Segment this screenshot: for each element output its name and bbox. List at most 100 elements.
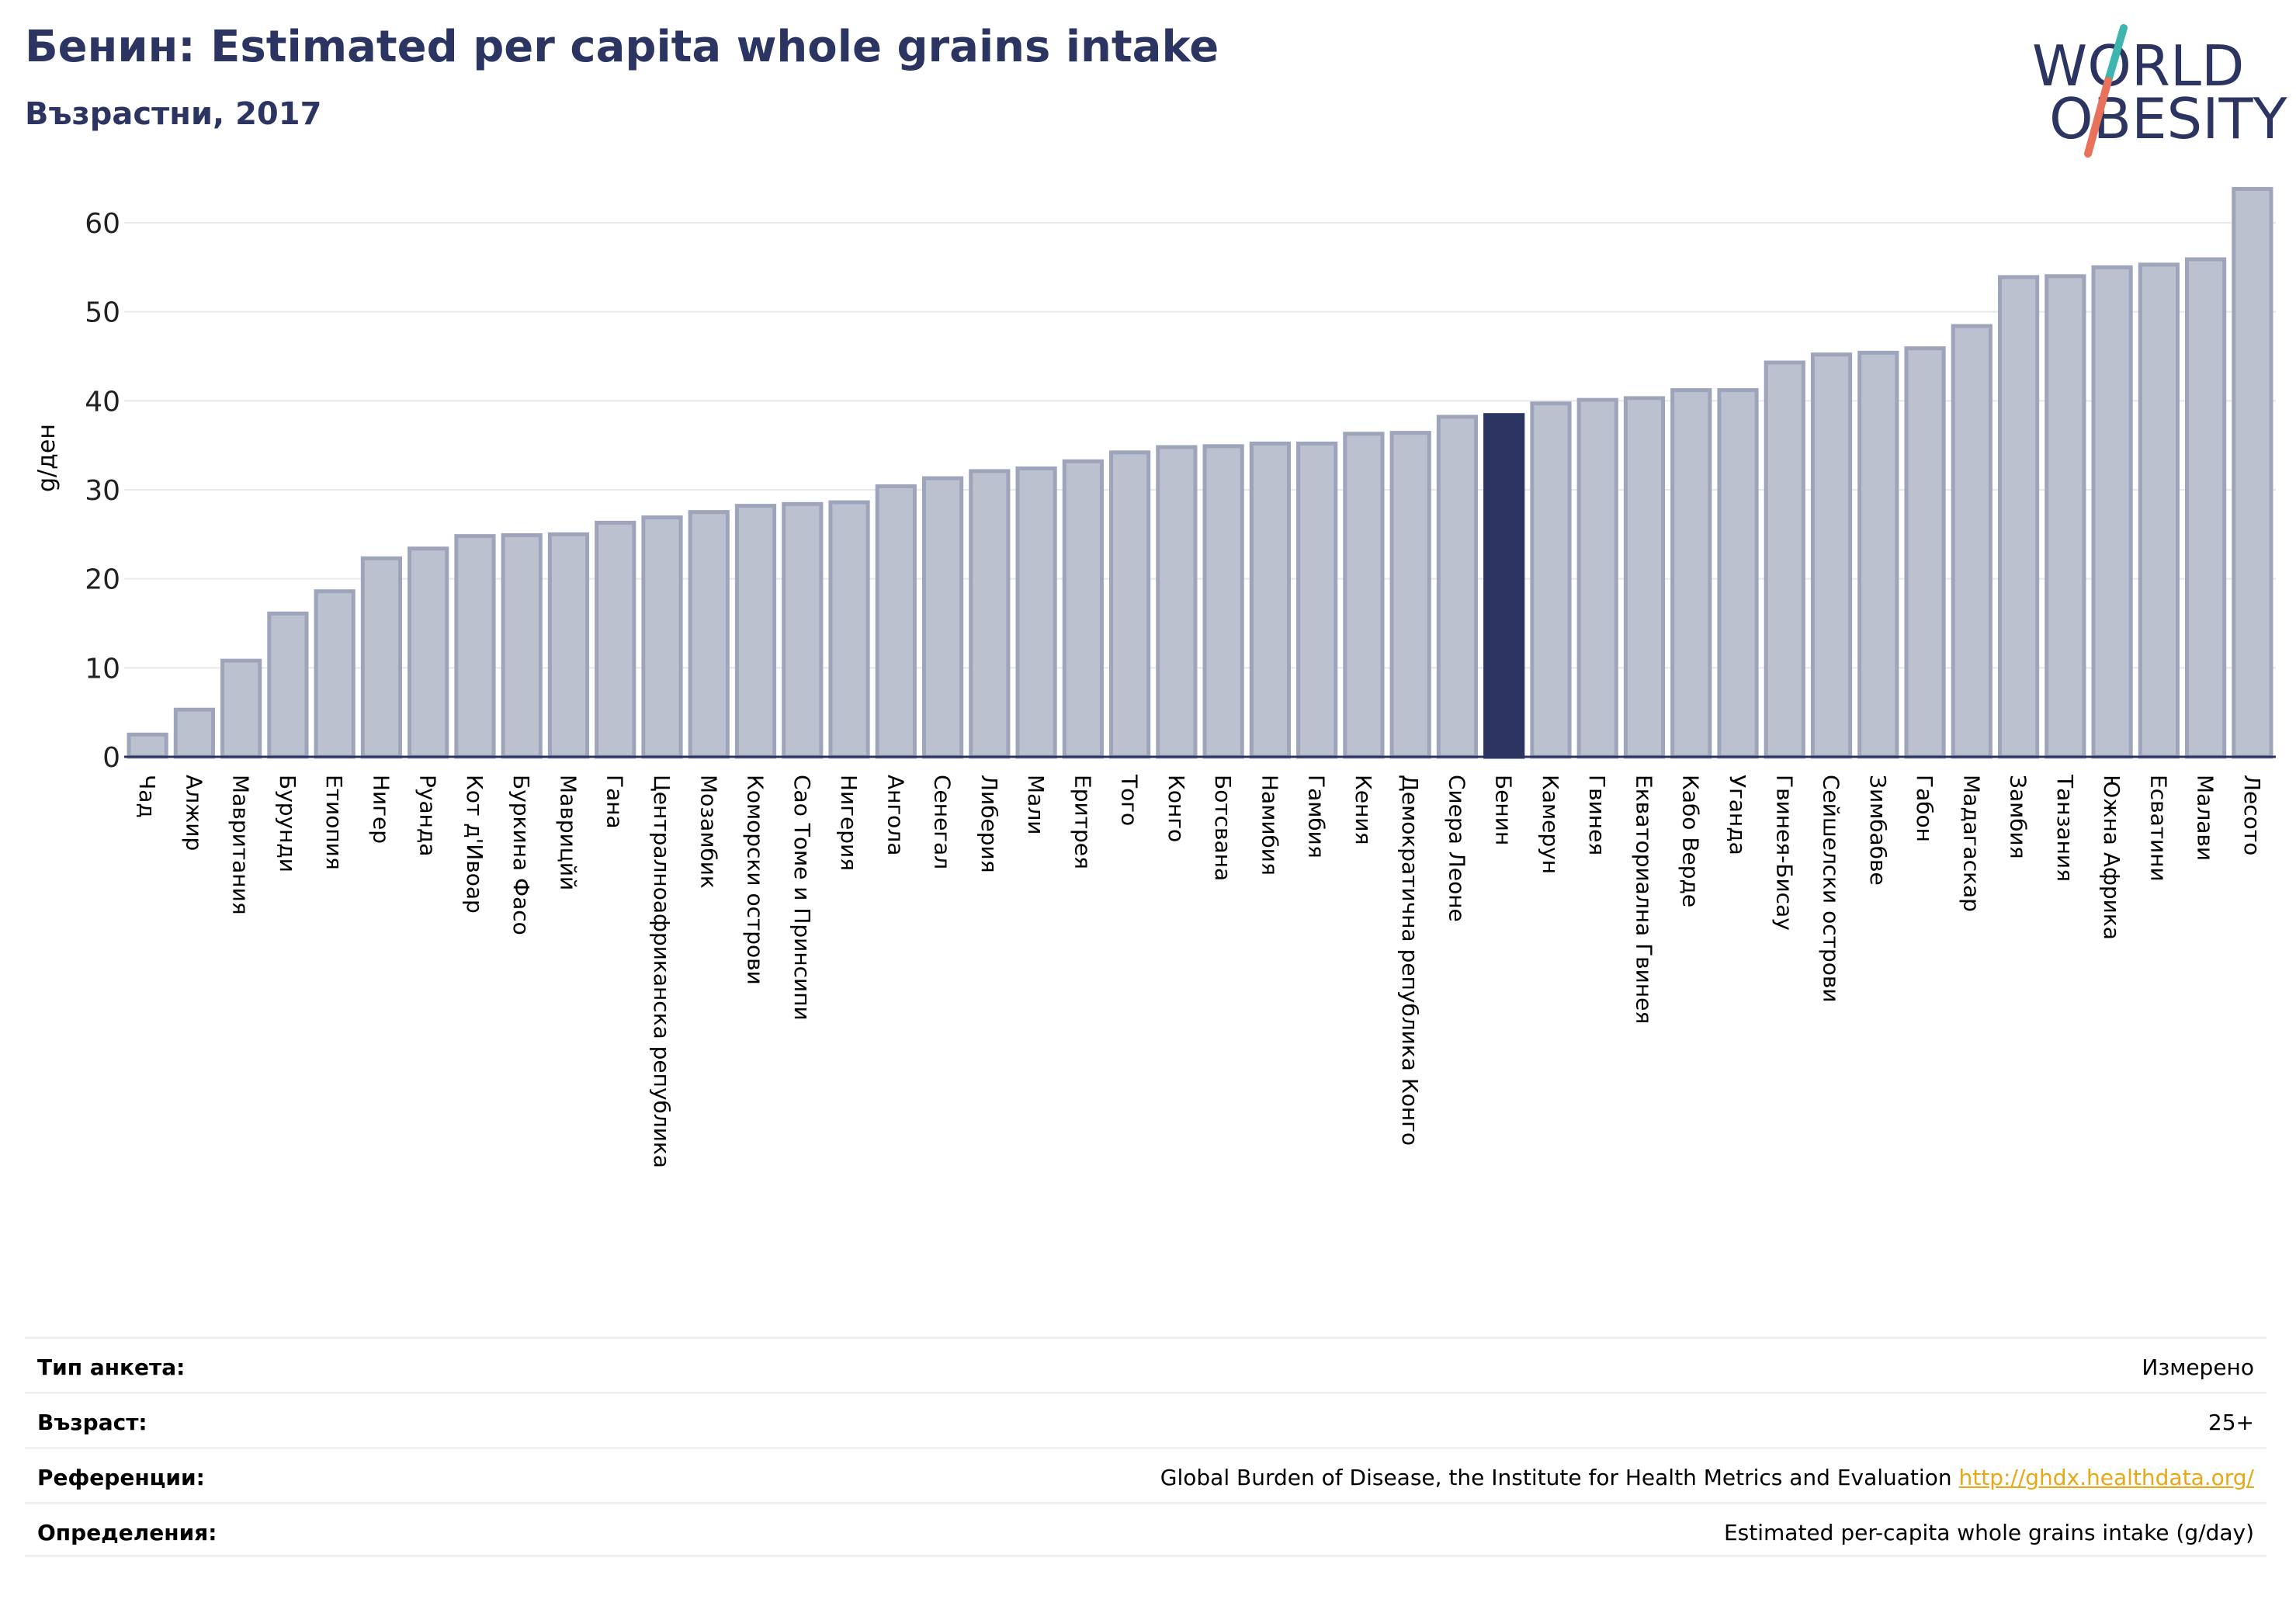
x-tick-label: Сенегал [930, 775, 956, 869]
bar[interactable] [127, 732, 168, 759]
bar[interactable] [267, 611, 309, 759]
bar[interactable] [782, 501, 824, 759]
reference-link[interactable]: http://ghdx.healthdata.org/ [1958, 1465, 2254, 1490]
bar[interactable] [1670, 388, 1712, 759]
bar[interactable] [734, 504, 777, 759]
bar[interactable] [1202, 444, 1244, 759]
bar[interactable] [1810, 352, 1853, 759]
y-tick-label: 50 [85, 297, 120, 329]
logo-slash-coral [2084, 77, 2112, 158]
info-value: Estimated per-capita whole grains intake… [1724, 1520, 2254, 1545]
bar[interactable] [2232, 186, 2273, 759]
x-tick-label: Сао Томе и Принсипи [789, 775, 815, 1021]
x-tick-label: Южна Африка [2099, 775, 2124, 940]
bar[interactable] [1997, 275, 2040, 759]
bar[interactable] [408, 546, 449, 759]
chart-title: Бенин: Estimated per capita whole grains… [25, 22, 1219, 72]
x-tick-label: Демократична република Конго [1397, 775, 1423, 1146]
bar[interactable] [314, 589, 355, 759]
bar[interactable] [1249, 441, 1291, 759]
logo-line1: WORLD [2032, 33, 2244, 99]
x-tick-label: Гана [602, 775, 628, 829]
x-tick-label: Централноафриканска република [649, 775, 675, 1168]
bar[interactable] [1904, 346, 1946, 759]
x-tick-label: Сейшелски острови [1819, 775, 1844, 1003]
x-tick-label: Малави [2193, 775, 2218, 861]
x-tick-label: Екваториална Гвинея [1631, 775, 1656, 1024]
bar[interactable] [501, 532, 543, 759]
bar[interactable] [2185, 257, 2227, 759]
y-axis-label: g/ден [33, 424, 61, 492]
bar[interactable] [688, 510, 730, 759]
chart-subtitle: Възрастни, 2017 [25, 96, 322, 132]
x-tick-label: Либерия [976, 775, 1002, 873]
x-tick-label: Гвинея [1584, 775, 1610, 855]
info-value-text: Estimated per-capita whole grains intake… [1723, 1520, 2254, 1545]
bar[interactable] [360, 556, 403, 759]
bar[interactable] [1062, 459, 1104, 759]
x-tick-label: Буркина Фасо [508, 775, 534, 935]
info-row: Възраст: 25+ [25, 1392, 2267, 1447]
x-tick-label: Еритрея [1070, 775, 1095, 869]
x-tick-label: Кения [1351, 775, 1376, 845]
bar[interactable] [2091, 265, 2133, 759]
info-label: Тип анкета: [37, 1354, 186, 1380]
x-tick-label: Руанда [415, 775, 441, 856]
info-label: Определения: [37, 1520, 217, 1545]
bar[interactable] [454, 534, 496, 759]
bar[interactable] [1109, 450, 1151, 759]
x-tick-label: Мадагаскар [1958, 775, 1984, 912]
bar[interactable] [2045, 274, 2086, 759]
info-value-text: Global Burden of Disease, the Institute … [1160, 1465, 1952, 1490]
bar[interactable] [1857, 350, 1899, 759]
x-tick-label: Танзания [2052, 774, 2078, 882]
x-tick-label: Гамбия [1304, 775, 1330, 858]
x-tick-label: Кабо Верде [1678, 775, 1704, 907]
x-tick-label: Замбия [2006, 775, 2031, 859]
bar[interactable] [1530, 401, 1572, 759]
x-tick-label: Чад [134, 775, 160, 818]
bar[interactable] [1389, 431, 1431, 759]
bar[interactable] [173, 707, 215, 759]
bar[interactable] [828, 500, 870, 759]
bar[interactable] [969, 469, 1011, 759]
bar[interactable] [1623, 396, 1666, 759]
bar[interactable] [1764, 360, 1805, 759]
logo-slash-teal [2104, 24, 2128, 85]
y-axis: 0 10 20 30 40 50 60 [85, 208, 120, 774]
x-tick-label: Ангола [883, 775, 908, 855]
bar[interactable] [220, 658, 262, 759]
x-tick-label: Есватини [2145, 775, 2171, 882]
y-tick-label: 0 [102, 742, 120, 774]
x-tick-label: Алжир [181, 775, 206, 851]
bar-highlight[interactable] [1483, 413, 1525, 759]
x-tick-label: Мали [1023, 775, 1049, 834]
y-tick-label: 30 [85, 475, 120, 507]
bar-chart: 0 10 20 30 40 50 60 g/ден Чад Алжир Мавритания Бу… [33, 186, 2276, 1168]
x-tick-label: Того [1117, 774, 1143, 826]
world-obesity-logo[interactable]: WORLD OBESITY [2026, 23, 2290, 163]
bar[interactable] [1156, 445, 1198, 759]
bar[interactable] [1717, 388, 1759, 759]
bar[interactable] [2138, 262, 2180, 759]
bar[interactable] [1576, 397, 1618, 759]
y-tick-label: 10 [85, 653, 120, 685]
x-tick-label: Уганда [1725, 775, 1750, 855]
bar[interactable] [1951, 324, 1993, 759]
info-value: 25+ [2208, 1410, 2254, 1435]
bar[interactable] [547, 532, 590, 759]
x-axis: Чад Алжир Мавритания Бурунди Етиопия Нигер Руа… [134, 774, 2265, 1168]
info-label: Референции: [37, 1465, 205, 1490]
x-tick-label: Зимбабве [1865, 775, 1891, 886]
bar[interactable] [1343, 432, 1385, 759]
bar[interactable] [921, 476, 964, 759]
bar[interactable] [641, 515, 683, 759]
bar[interactable] [875, 484, 917, 759]
x-tick-label: Намибия [1257, 775, 1282, 876]
x-tick-label: Мозамбик [695, 775, 721, 889]
bar[interactable] [595, 520, 636, 759]
bar[interactable] [1436, 414, 1479, 759]
bar[interactable] [1296, 441, 1338, 759]
bar[interactable] [1015, 466, 1057, 759]
y-tick-label: 20 [85, 564, 120, 596]
